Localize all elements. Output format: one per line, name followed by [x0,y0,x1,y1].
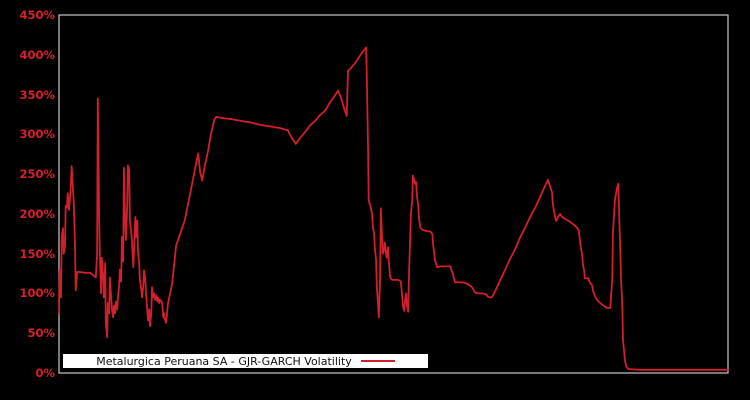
y-tick-label: 200% [19,206,55,221]
y-tick-label: 300% [19,127,55,142]
y-tick-label: 100% [19,286,55,301]
legend-label: Metalurgica Peruana SA - GJR-GARCH Volat… [96,354,352,368]
y-tick-label: 450% [19,8,55,22]
y-tick-label: 0% [35,366,55,380]
plot-border [58,14,729,374]
volatility-line [58,46,729,371]
legend-line-icon [360,360,395,362]
y-tick-label: 150% [19,246,55,261]
y-tick-label: 250% [19,167,55,182]
y-tick-label: 400% [19,47,55,62]
y-tick-label: 350% [19,87,55,102]
legend: Metalurgica Peruana SA - GJR-GARCH Volat… [63,354,428,368]
y-tick-label: 50% [27,326,55,341]
